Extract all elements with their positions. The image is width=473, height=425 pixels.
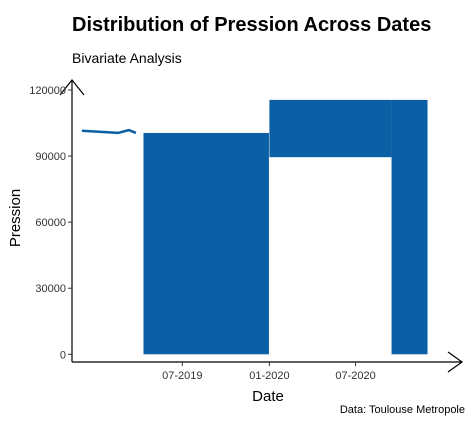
data-marks xyxy=(82,100,428,354)
x-tick-label-1: 01-2020 xyxy=(249,370,289,382)
x-tick-label-2: 07-2020 xyxy=(335,370,375,382)
data-band-0 xyxy=(143,133,268,354)
data-band-2 xyxy=(392,100,428,354)
y-tick-label-3: 90000 xyxy=(35,151,66,163)
y-tick-label-4: 120000 xyxy=(29,85,66,97)
x-tick-label-0: 07-2019 xyxy=(162,370,202,382)
y-tick-label-1: 30000 xyxy=(35,283,66,295)
data-band-1 xyxy=(269,100,391,157)
x-axis-title: Date xyxy=(252,388,284,405)
data-line-0 xyxy=(82,130,136,133)
y-axis-title: Pression xyxy=(7,189,24,247)
y-tick-label-0: 0 xyxy=(60,349,66,361)
y-tick-label-2: 60000 xyxy=(35,217,66,229)
